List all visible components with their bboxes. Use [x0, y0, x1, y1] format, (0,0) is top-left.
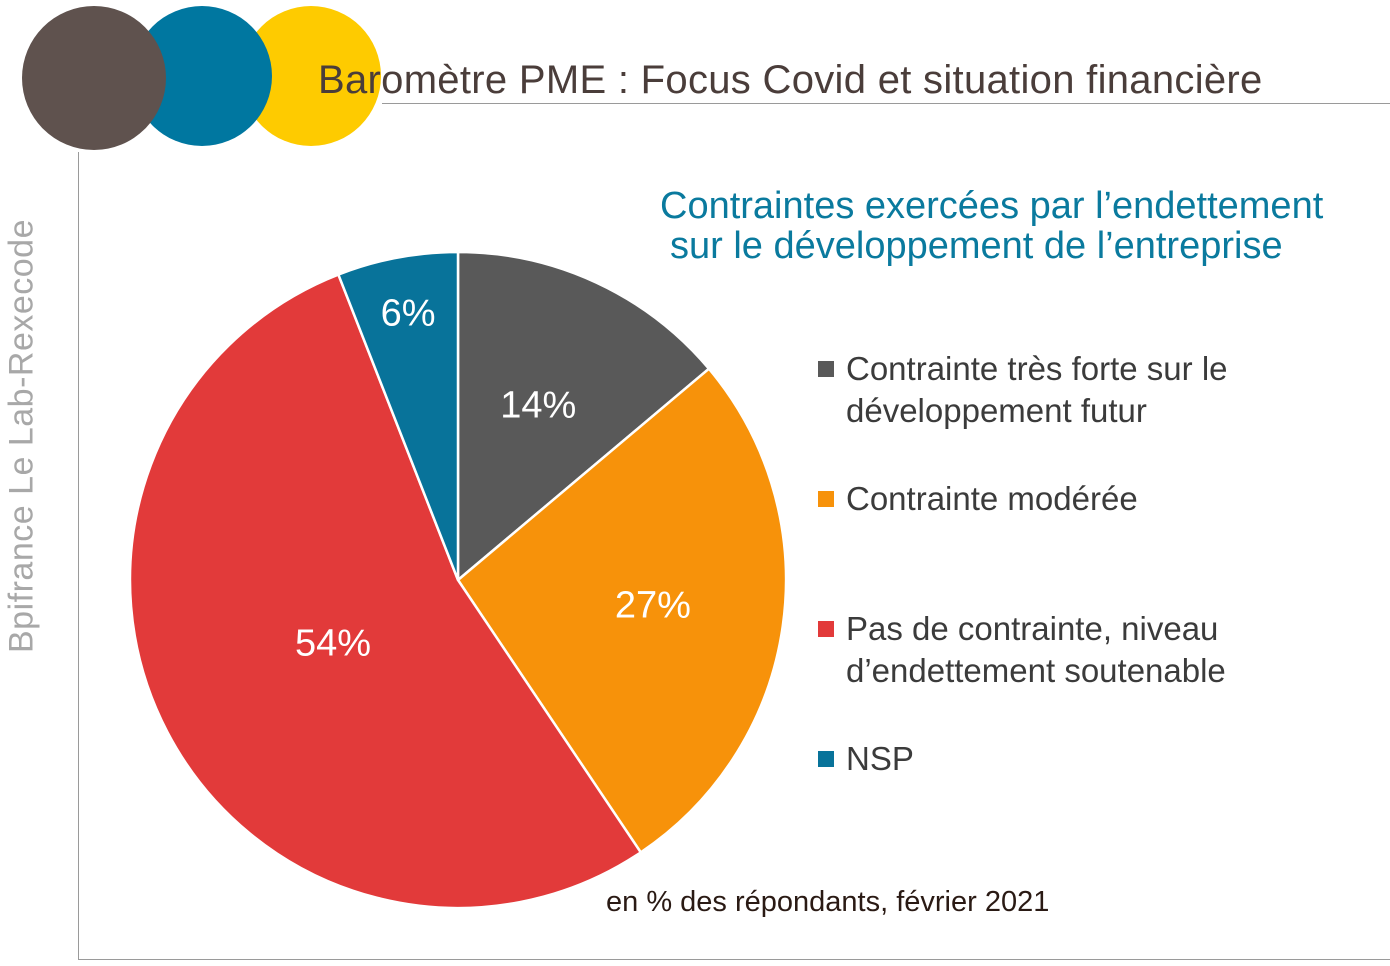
legend-label: Pas de contrainte, niveau d’endettement s… [846, 608, 1296, 692]
pie-slice-2 [456, 366, 788, 855]
legend-item-4: NSP [818, 738, 1296, 780]
legend-label-line: Contrainte modérée [846, 480, 1138, 517]
pie-slice-4 [336, 250, 460, 581]
frame-left-border [78, 152, 79, 960]
legend-label: Contrainte très forte sur le développemen… [846, 348, 1296, 432]
legend-item-1: Contrainte très forte sur le développemen… [818, 348, 1296, 432]
chart-title-line-2: sur le développement de l’entreprise [670, 225, 1283, 267]
legend-swatch [818, 361, 834, 377]
legend-swatch [818, 621, 834, 637]
legend-label: Contrainte modérée [846, 478, 1296, 520]
pie-data-label-3: 54% [295, 622, 371, 664]
legend-swatch [818, 491, 834, 507]
pie-data-label-1: 14% [500, 385, 576, 427]
page-title: Baromètre PME : Focus Covid et situation… [318, 58, 1263, 102]
pie-data-label-2: 27% [615, 584, 691, 626]
chart-title: Contraintes exercées par l’endettement s… [660, 186, 1323, 266]
pie-slice-1 [456, 250, 711, 583]
header-divider [382, 103, 1390, 104]
frame-bottom-border [78, 959, 1390, 960]
legend-label-line: NSP [846, 740, 914, 777]
legend-swatch [818, 751, 834, 767]
chart-footnote: en % des répondants, février 2021 [606, 886, 1050, 918]
chart-title-line-1: Contraintes exercées par l’endettement [660, 185, 1324, 227]
legend-item-3: Pas de contrainte, niveau d’endettement s… [818, 608, 1296, 692]
legend-label: NSP [846, 738, 1296, 780]
legend-item-2: Contrainte modérée [818, 478, 1296, 520]
pie-data-label-4: 6% [381, 293, 436, 335]
pie-slice-3 [128, 272, 643, 910]
legend-label-line: d’endettement soutenable [846, 652, 1226, 689]
brand-circle-brown [22, 6, 166, 150]
legend-label-line: Contrainte très forte sur le [846, 350, 1228, 387]
legend-label-line: Pas de contrainte, niveau [846, 610, 1219, 647]
legend-label-line: développement futur [846, 392, 1147, 429]
